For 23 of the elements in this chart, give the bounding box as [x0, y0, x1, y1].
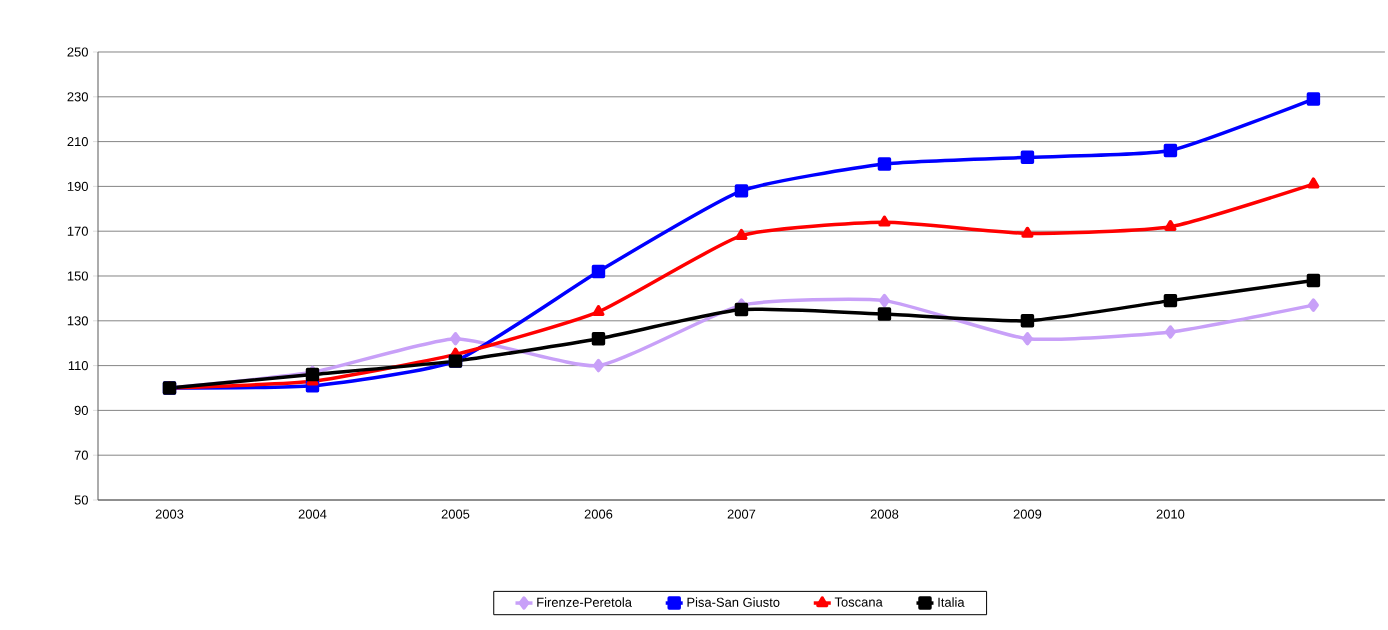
- y-tick-label: 70: [74, 450, 88, 460]
- y-tick-label: 190: [67, 181, 88, 191]
- x-tick-label: 2005: [441, 509, 470, 519]
- x-tick-label: 2004: [298, 509, 327, 519]
- y-tick-label: 150: [67, 271, 88, 281]
- y-tick-label: 50: [74, 495, 88, 505]
- y-tick-label: 90: [74, 405, 88, 415]
- x-tick-label: 2007: [727, 509, 756, 519]
- x-tick-label: 2009: [1013, 509, 1042, 519]
- y-tick-label: 110: [68, 361, 88, 371]
- y-tick-label: 210: [67, 137, 88, 147]
- legend-label: Italia: [938, 597, 965, 607]
- y-tick-label: 250: [67, 47, 88, 57]
- legend-label: Pisa-San Giusto: [687, 597, 780, 607]
- y-tick-label: 130: [67, 316, 88, 326]
- x-tick-label: 2006: [584, 509, 613, 519]
- x-tick-label: 2008: [870, 509, 899, 519]
- x-tick-label: 2010: [1156, 509, 1185, 519]
- y-tick-label: 170: [67, 226, 88, 236]
- legend-label: Firenze-Peretola: [537, 597, 632, 607]
- x-tick-label: 2003: [155, 509, 184, 519]
- legend-label: Toscana: [834, 597, 883, 607]
- y-tick-label: 230: [67, 92, 88, 102]
